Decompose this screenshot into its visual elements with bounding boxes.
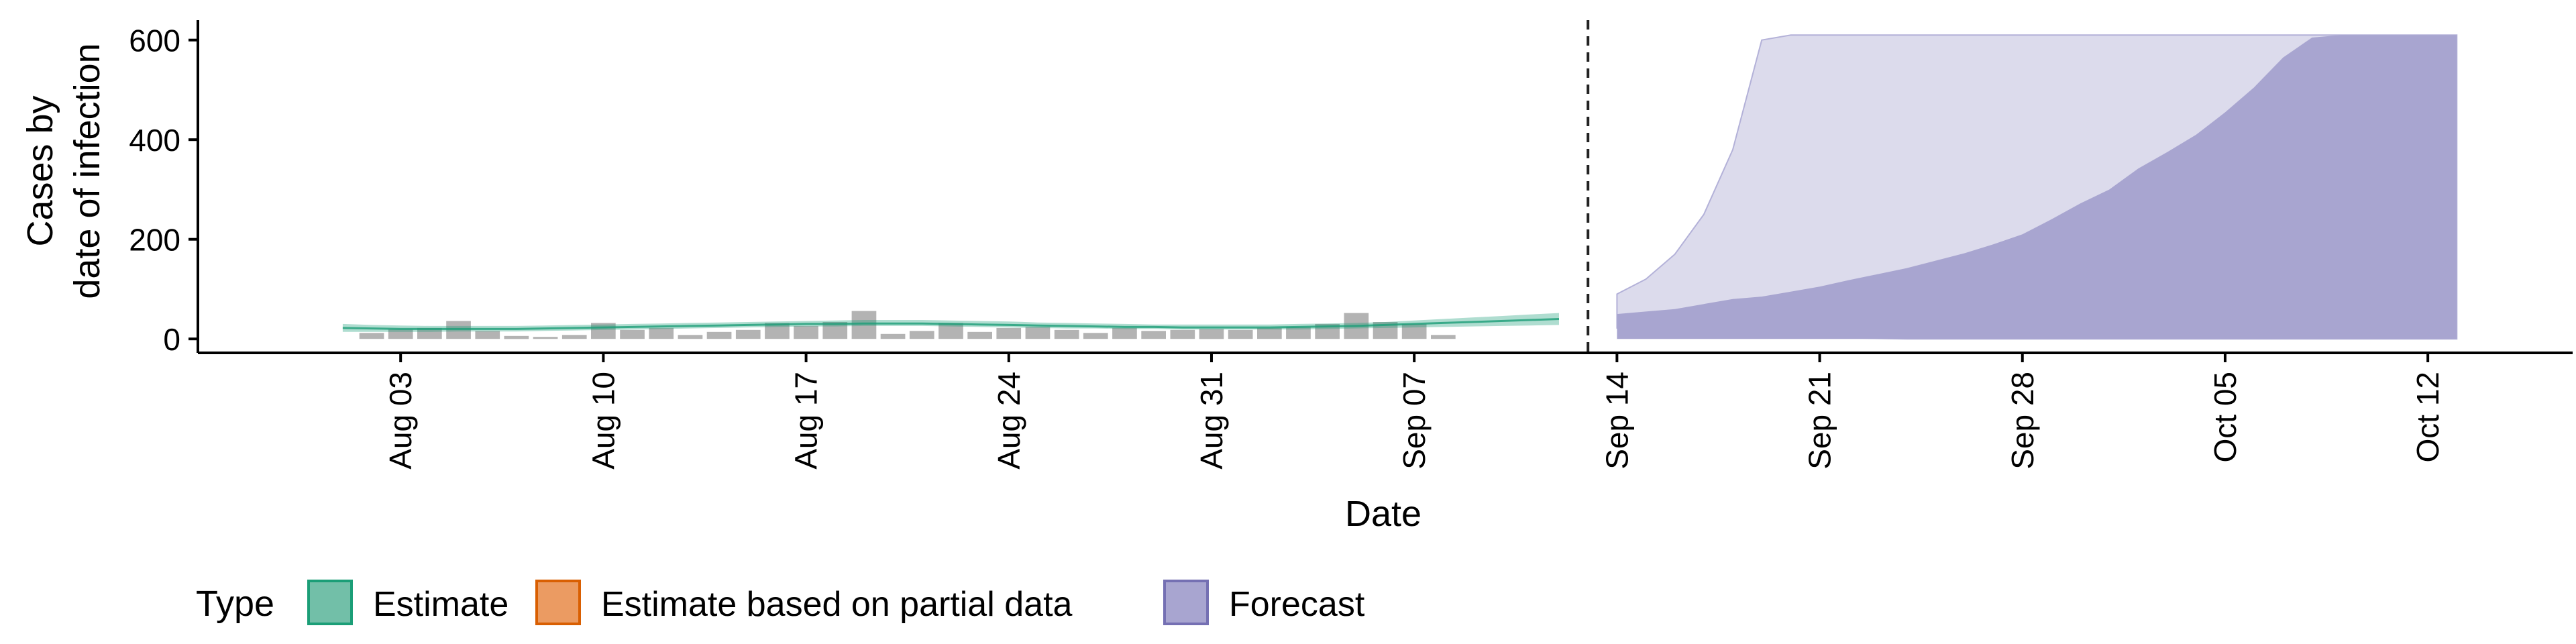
y-axis-label-line-2: date of infection [67, 43, 107, 299]
x-tick-label: Sep 21 [1803, 372, 1837, 470]
case-bar [417, 327, 442, 339]
case-bar [938, 323, 963, 339]
legend-label: Estimate [373, 585, 508, 624]
estimate-median-line [342, 318, 1560, 330]
y-tick-label: 400 [129, 123, 180, 158]
case-bar [1286, 327, 1311, 339]
case-bar [678, 335, 703, 339]
case-bar [880, 333, 906, 339]
case-bar [1257, 327, 1282, 339]
x-tick-label: Sep 07 [1397, 372, 1432, 470]
x-tick-label: Aug 10 [586, 372, 621, 470]
case-bar [620, 329, 645, 339]
y-axis: 0 200 400 600 [129, 20, 199, 357]
x-tick-label: Aug 24 [991, 372, 1026, 470]
case-bar [1228, 329, 1253, 339]
legend: Type Estimate Estimate based on partial d… [196, 580, 1365, 625]
legend-swatch [1163, 580, 1209, 625]
case-bar [561, 335, 587, 339]
case-bar [359, 333, 384, 339]
case-bar [765, 323, 790, 339]
legend-label: Estimate based on partial data [601, 585, 1073, 624]
x-axis: Aug 03 Aug 10 Aug 17 Aug 24 Aug 31 Sep 07 Sep … [198, 352, 2573, 470]
case-bar [909, 331, 934, 339]
case-bar [794, 325, 818, 339]
case-bar [1315, 323, 1340, 339]
x-tick-label: Sep 14 [1599, 372, 1634, 470]
case-bar [851, 311, 877, 339]
x-tick-label: Aug 17 [789, 372, 824, 470]
case-bar [504, 335, 529, 339]
case-bar [475, 331, 500, 339]
y-axis-label-line-1: Cases by [20, 95, 60, 246]
x-tick-label: Sep 28 [2005, 372, 2040, 470]
x-tick-label: Oct 12 [2410, 372, 2445, 463]
legend-title: Type [196, 584, 274, 624]
case-bar [1141, 331, 1166, 339]
case-bar [388, 329, 413, 339]
case-bar [649, 327, 674, 339]
y-tick-label: 200 [129, 223, 180, 258]
x-tick-label: Aug 03 [383, 372, 418, 470]
x-tick-label: Aug 31 [1194, 372, 1229, 470]
case-bar [1083, 333, 1108, 339]
case-bar [533, 337, 558, 339]
legend-swatch [307, 580, 353, 625]
y-tick-label: 600 [129, 23, 180, 58]
case-bar [1025, 327, 1051, 339]
case-bar [1112, 327, 1137, 339]
case-bar [735, 329, 761, 339]
legend-label: Forecast [1229, 585, 1365, 624]
case-bar [1054, 329, 1079, 339]
case-bar [1199, 329, 1224, 339]
case-bar [996, 327, 1022, 339]
case-bar [1401, 323, 1427, 339]
plot-area [342, 20, 2458, 353]
forecast-inner-band [1617, 35, 2457, 339]
x-tick-label: Oct 05 [2208, 372, 2243, 463]
x-axis-label: Date [1345, 494, 1421, 534]
legend-swatch [535, 580, 581, 625]
case-bar [967, 331, 992, 339]
case-bar [1431, 335, 1456, 339]
y-tick-label: 0 [163, 322, 180, 357]
case-bar [1170, 329, 1195, 339]
case-bar [706, 331, 732, 339]
